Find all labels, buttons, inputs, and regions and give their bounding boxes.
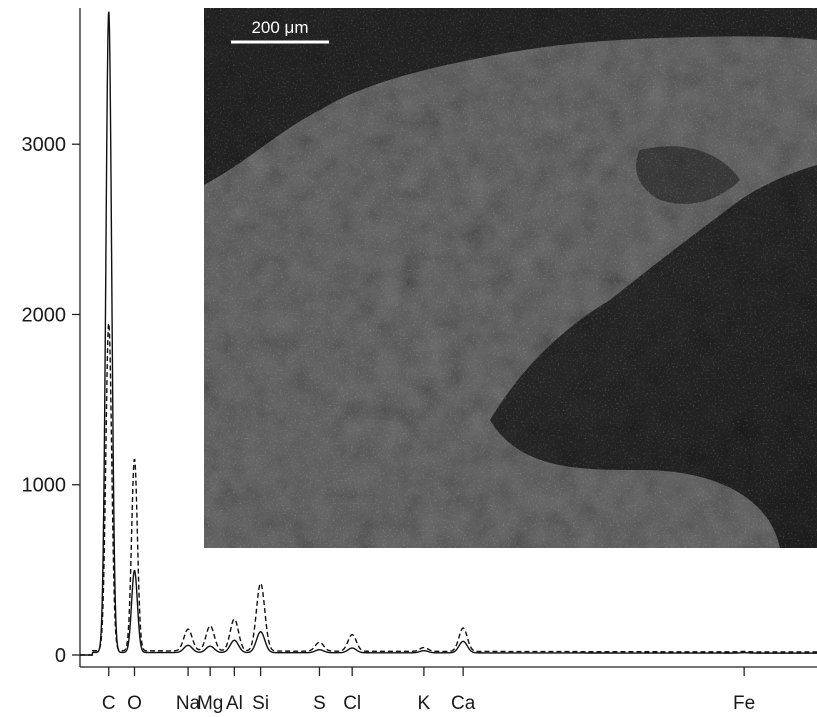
y-tick-label: 3000 — [22, 134, 67, 156]
element-label-fe: Fe — [733, 693, 755, 714]
element-label-mg: Mg — [197, 693, 223, 714]
element-label-al: Al — [226, 693, 243, 714]
element-label-ca: Ca — [451, 693, 476, 714]
element-label-k: K — [418, 693, 431, 714]
y-tick-label: 2000 — [22, 304, 67, 326]
element-label-na: Na — [176, 693, 201, 714]
y-axis-ticks: 0 1000 2000 3000 — [22, 134, 80, 667]
series-dashed-line — [80, 323, 817, 656]
element-label-c: C — [102, 693, 116, 714]
y-tick-label: 1000 — [22, 475, 67, 497]
series-solid-line — [80, 11, 817, 656]
sem-micrograph-inset: 200 μm — [204, 8, 817, 548]
element-label-s: S — [313, 693, 326, 714]
scale-bar-label: 200 μm — [251, 18, 308, 37]
element-label-cl: Cl — [343, 693, 361, 714]
y-tick-label: 0 — [55, 645, 66, 667]
spectrum-series — [80, 11, 817, 656]
element-label-si: Si — [252, 693, 269, 714]
element-label-o: O — [127, 693, 142, 714]
